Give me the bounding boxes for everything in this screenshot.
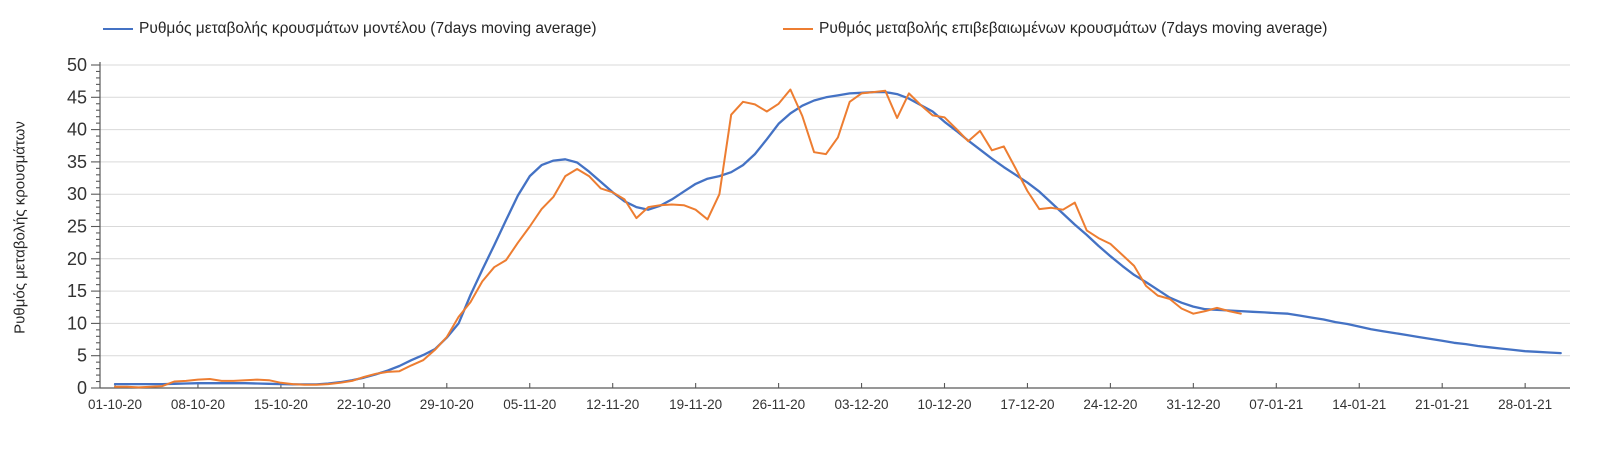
legend-item-model: Ρυθμός μεταβολής κρουσμάτων μοντέλου (7d… — [103, 20, 597, 38]
model-line-swatch-icon — [103, 28, 133, 30]
legend-item-confirmed: Ρυθμός μεταβολής επιβεβαιωμένων κρουσμάτ… — [783, 20, 1327, 38]
y-tick-label: 5 — [77, 346, 87, 366]
x-tick-label: 05-11-20 — [503, 397, 556, 412]
y-tick-label: 50 — [67, 55, 87, 75]
x-tick-label: 14-01-21 — [1332, 397, 1386, 412]
x-tick-label: 08-10-20 — [171, 397, 225, 412]
x-tick-label: 22-10-20 — [337, 397, 391, 412]
confirmed-line-swatch-icon — [783, 28, 813, 30]
y-tick-label: 10 — [67, 313, 87, 333]
y-tick-label: 25 — [67, 217, 87, 237]
x-tick-label: 26-11-20 — [752, 397, 805, 412]
y-tick-label: 40 — [67, 120, 87, 140]
y-tick-label: 35 — [67, 152, 87, 172]
x-tick-label: 19-11-20 — [669, 397, 722, 412]
x-tick-label: 24-12-20 — [1083, 397, 1137, 412]
x-tick-label: 31-12-20 — [1166, 397, 1220, 412]
x-tick-label: 12-11-20 — [586, 397, 639, 412]
x-tick-label: 15-10-20 — [254, 397, 308, 412]
confirmed-series-line — [114, 88, 1242, 389]
x-tick-label: 29-10-20 — [420, 397, 474, 412]
legend-label-model: Ρυθμός μεταβολής κρουσμάτων μοντέλου (7d… — [139, 20, 597, 37]
y-tick-label: 45 — [67, 87, 87, 107]
y-tick-label: 30 — [67, 184, 87, 204]
x-tick-label: 17-12-20 — [1000, 397, 1054, 412]
x-tick-label: 28-01-21 — [1498, 397, 1552, 412]
y-tick-label: 0 — [77, 378, 87, 398]
x-tick-label: 21-01-21 — [1415, 397, 1469, 412]
x-tick-label: 07-01-21 — [1249, 397, 1303, 412]
legend-label-confirmed: Ρυθμός μεταβολής επιβεβαιωμένων κρουσμάτ… — [819, 20, 1328, 37]
x-tick-label: 03-12-20 — [835, 397, 889, 412]
y-tick-label: 15 — [67, 281, 87, 301]
y-tick-label: 20 — [67, 249, 87, 269]
x-tick-label: 01-10-20 — [88, 397, 142, 412]
x-tick-label: 10-12-20 — [917, 397, 971, 412]
